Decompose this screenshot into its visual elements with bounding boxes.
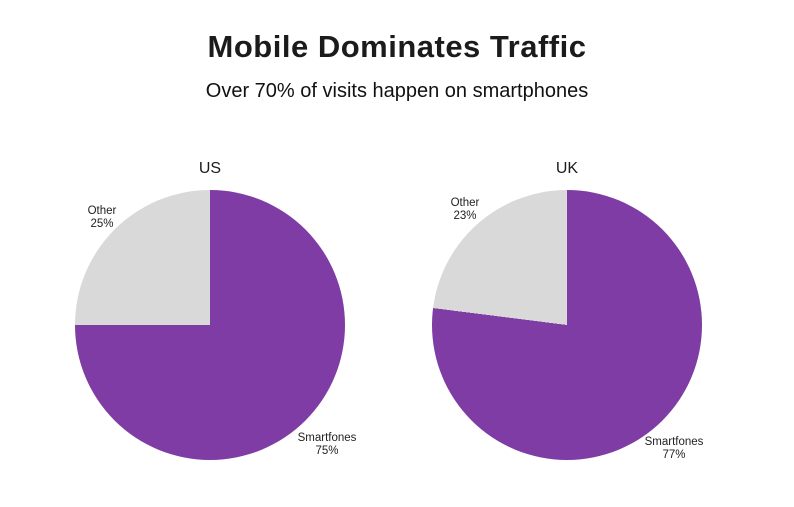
- us-pie: [75, 190, 345, 460]
- uk-smartphones-slice-value: 77%: [662, 449, 686, 461]
- us-chart-title: US: [198, 160, 222, 177]
- us-smartphones-slice-label: Smartfones 75%: [287, 432, 367, 458]
- us-smartphones-slice-name: Smartfones: [297, 432, 357, 444]
- us-other-slice-value: 25%: [90, 218, 114, 230]
- uk-pie: [432, 190, 702, 460]
- uk-smartphones-slice-name: Smartfones: [644, 436, 704, 448]
- uk-chart-title: UK: [555, 160, 579, 177]
- page-title: Mobile Dominates Traffic: [207, 29, 587, 64]
- uk-other-slice-name: Other: [450, 197, 480, 209]
- us-other-slice-name: Other: [87, 205, 117, 217]
- uk-smartphones-slice-label: Smartfones 77%: [634, 436, 714, 462]
- page-subtitle: Over 70% of visits happen on smartphones: [205, 80, 589, 102]
- us-smartphones-slice-value: 75%: [315, 445, 339, 457]
- us-other-slice-label: Other 25%: [62, 205, 142, 231]
- uk-other-slice-value: 23%: [453, 210, 477, 222]
- uk-other-slice-label: Other 23%: [425, 197, 505, 223]
